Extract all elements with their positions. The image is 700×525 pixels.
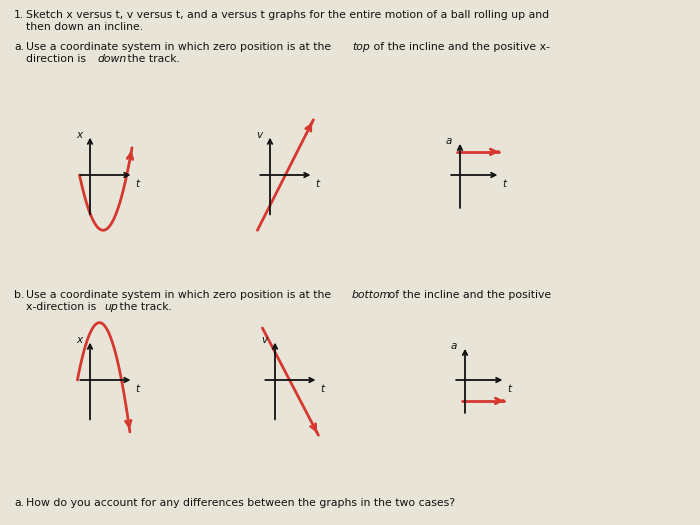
Text: Sketch x versus t, v versus t, and a versus t graphs for the entire motion of a : Sketch x versus t, v versus t, and a ver…: [26, 10, 549, 20]
Text: direction is: direction is: [26, 54, 90, 64]
Text: a.: a.: [14, 498, 24, 508]
Text: v: v: [261, 335, 267, 345]
Text: t: t: [316, 179, 319, 189]
Text: t: t: [508, 384, 512, 394]
Text: t: t: [503, 179, 506, 189]
Text: a: a: [451, 341, 457, 351]
Text: t: t: [321, 384, 325, 394]
Text: Use a coordinate system in which zero position is at the: Use a coordinate system in which zero po…: [26, 42, 335, 52]
Text: How do you account for any differences between the graphs in the two cases?: How do you account for any differences b…: [26, 498, 455, 508]
Text: x: x: [76, 335, 82, 345]
Text: the track.: the track.: [116, 302, 172, 312]
Text: down: down: [98, 54, 127, 64]
Text: a.: a.: [14, 42, 24, 52]
Text: x: x: [76, 130, 82, 140]
Text: a: a: [446, 136, 452, 146]
Text: bottom: bottom: [352, 290, 391, 300]
Text: v: v: [256, 130, 262, 140]
Text: top: top: [352, 42, 370, 52]
Text: 1.: 1.: [14, 10, 24, 20]
Text: t: t: [135, 384, 139, 394]
Text: of the incline and the positive: of the incline and the positive: [385, 290, 551, 300]
Text: then down an incline.: then down an incline.: [26, 22, 143, 32]
Text: b.: b.: [14, 290, 24, 300]
Text: x-direction is: x-direction is: [26, 302, 99, 312]
Text: up: up: [104, 302, 118, 312]
Text: Use a coordinate system in which zero position is at the: Use a coordinate system in which zero po…: [26, 290, 335, 300]
Text: t: t: [135, 179, 139, 189]
Text: of the incline and the positive x-: of the incline and the positive x-: [370, 42, 550, 52]
Text: the track.: the track.: [124, 54, 180, 64]
